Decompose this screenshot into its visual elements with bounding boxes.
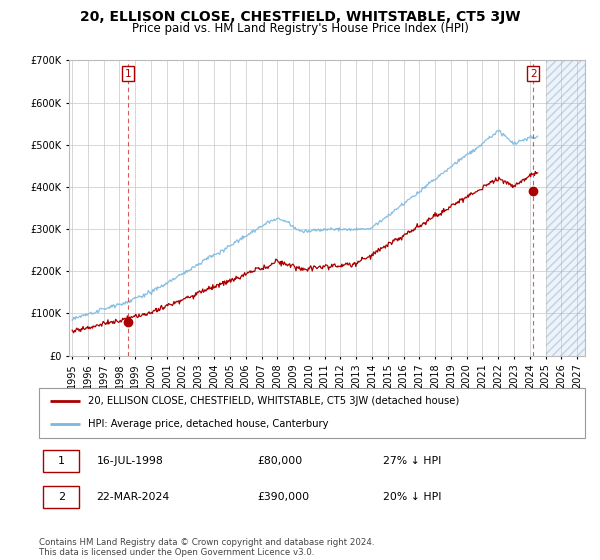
Bar xyxy=(43,486,79,508)
Text: 27% ↓ HPI: 27% ↓ HPI xyxy=(383,456,442,465)
Bar xyxy=(545,60,585,356)
Text: 16-JUL-1998: 16-JUL-1998 xyxy=(97,456,163,465)
Bar xyxy=(43,450,79,472)
Text: HPI: Average price, detached house, Canterbury: HPI: Average price, detached house, Cant… xyxy=(88,419,329,430)
Text: 1: 1 xyxy=(58,456,65,465)
Text: 2: 2 xyxy=(530,69,536,79)
Text: 20, ELLISON CLOSE, CHESTFIELD, WHITSTABLE, CT5 3JW: 20, ELLISON CLOSE, CHESTFIELD, WHITSTABL… xyxy=(80,10,520,24)
Text: 2: 2 xyxy=(58,492,65,502)
Text: 20, ELLISON CLOSE, CHESTFIELD, WHITSTABLE, CT5 3JW (detached house): 20, ELLISON CLOSE, CHESTFIELD, WHITSTABL… xyxy=(88,396,460,406)
Text: £390,000: £390,000 xyxy=(257,492,310,502)
Text: 1: 1 xyxy=(125,69,131,79)
Text: 20% ↓ HPI: 20% ↓ HPI xyxy=(383,492,442,502)
Text: Contains HM Land Registry data © Crown copyright and database right 2024.
This d: Contains HM Land Registry data © Crown c… xyxy=(39,538,374,557)
Text: 22-MAR-2024: 22-MAR-2024 xyxy=(97,492,170,502)
Text: Price paid vs. HM Land Registry's House Price Index (HPI): Price paid vs. HM Land Registry's House … xyxy=(131,22,469,35)
Text: £80,000: £80,000 xyxy=(257,456,302,465)
